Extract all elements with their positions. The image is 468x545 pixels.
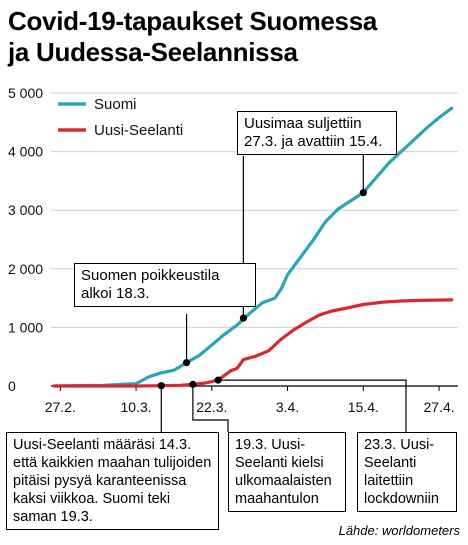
annotation-leader bbox=[218, 379, 407, 432]
x-tick-label: 15.4. bbox=[348, 399, 379, 415]
y-tick-label: 4 000 bbox=[8, 144, 43, 160]
legend-label: Suomi bbox=[94, 96, 137, 113]
y-tick-label: 3 000 bbox=[8, 202, 43, 218]
title-line-1: Covid-19-tapaukset Suomessa bbox=[8, 6, 378, 36]
annotation-leader bbox=[192, 384, 229, 432]
legend-label: Uusi-Seelanti bbox=[94, 122, 183, 139]
x-tick-label: 3.4. bbox=[276, 399, 299, 415]
annotation-maahantulo: 19.3. Uusi-Seelanti kielsi ulkomaalaiste… bbox=[228, 432, 346, 512]
series-line-suomi bbox=[52, 106, 454, 388]
annotation-marker bbox=[189, 380, 197, 388]
annotation-markers bbox=[157, 189, 367, 390]
annotation-marker bbox=[214, 376, 222, 384]
annotation-marker bbox=[157, 382, 165, 390]
series-line-uusi-seelanti bbox=[52, 298, 454, 388]
legend: Suomi Uusi-Seelanti bbox=[58, 96, 183, 139]
title-line-2: ja Uudessa-Seelannissa bbox=[8, 37, 298, 67]
annotation-marker bbox=[359, 189, 367, 197]
y-tick-label: 0 bbox=[8, 378, 16, 394]
annotation-poikkeustila: Suomen poikkeustila alkoi 18.3. bbox=[74, 263, 256, 307]
y-tick-label: 5 000 bbox=[8, 85, 43, 101]
annotation-uusimaa: Uusimaa suljettiin 27.3. ja avattiin 15.… bbox=[237, 111, 397, 155]
x-tick-label: 10.3. bbox=[120, 399, 151, 415]
annotation-marker bbox=[239, 314, 247, 322]
y-tick-label: 2 000 bbox=[8, 261, 43, 277]
x-tick-label: 22.3. bbox=[196, 399, 227, 415]
annotation-marker bbox=[182, 358, 191, 367]
annotation-karanteeni: Uusi-Seelanti määräsi 14.3. että kaikkie… bbox=[6, 432, 219, 530]
chart-title: Covid-19-tapaukset Suomessa ja Uudessa-S… bbox=[8, 6, 463, 68]
y-tick-label: 1 000 bbox=[8, 319, 43, 335]
x-tick-label: 27.4. bbox=[423, 399, 454, 415]
series-lines bbox=[52, 106, 454, 388]
annotation-lockdown: 23.3. Uusi-Seelanti laitettiin lockdowni… bbox=[357, 432, 457, 512]
x-tick-label: 27.2. bbox=[45, 399, 76, 415]
source-note: Lähde: worldometers bbox=[338, 523, 460, 538]
axes: 0 1 000 2 000 3 000 4 000 5 000 27.2. 10.3. 22.3… bbox=[8, 85, 458, 415]
